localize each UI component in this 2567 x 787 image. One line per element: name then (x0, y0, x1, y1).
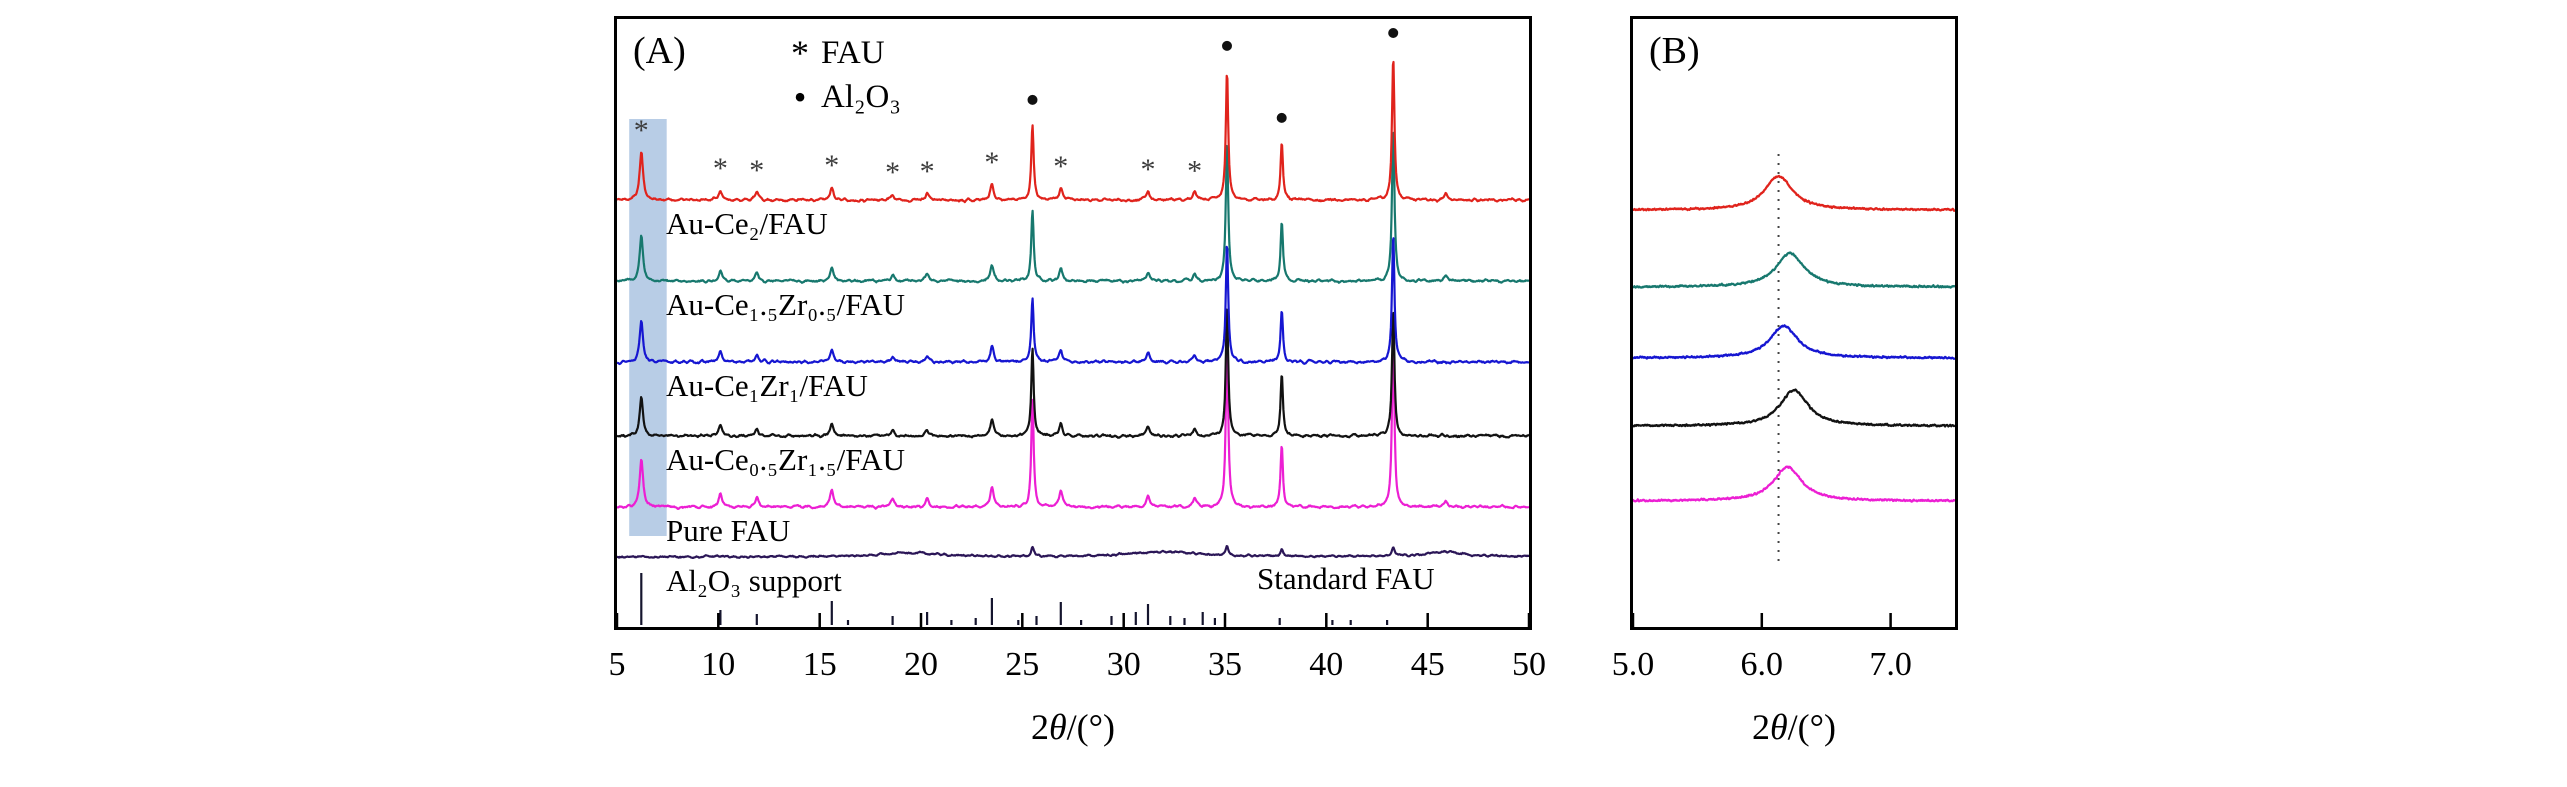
series-label-au-ce1zr1-fau: Au-Ce₁Zr₁/FAU (666, 368, 868, 403)
panel-b-label: (B) (1649, 30, 1700, 72)
panel-a-x-tick-labels: 5 10 15 20 25 30 35 40 45 50 (609, 646, 1547, 690)
alumina-marker-symbol: • (793, 77, 807, 117)
panel-b-plot: (B) (1630, 16, 1958, 630)
fau-peak-marker: * (634, 114, 649, 147)
x-tick-label: 20 (904, 646, 938, 683)
x-tick-label: 5.0 (1611, 646, 1655, 683)
fau-peak-marker: * (984, 146, 999, 179)
fau-peak-marker: * (824, 149, 839, 182)
series-label-au-ce2-fau: Au-Ce₂/FAU (666, 206, 828, 241)
panel-a-xaxis-title: 2θ/(°) (614, 706, 1532, 748)
fau-peak-marker: * (920, 155, 935, 188)
series-label-al2o3-support: Al₂O₃ support (666, 563, 842, 598)
series-label-au-ce15zr05-fau: Au-Ce₁.₅Zr₀.₅/FAU (666, 287, 905, 322)
alumina-peak-marker (1027, 94, 1038, 105)
fau-peak-marker: * (1187, 155, 1202, 188)
x-tick-label: 35 (1208, 646, 1242, 683)
legend-label-al2o3: Al₂O₃ (821, 78, 901, 115)
series-label-pure-fau: Pure FAU (666, 513, 791, 548)
fau-marker-symbol: * (791, 33, 809, 73)
fau-peak-marker: * (1141, 153, 1156, 186)
x-tick-label: 25 (1005, 646, 1040, 683)
xaxis-title-theta: θ (1048, 707, 1067, 747)
x-tick-label: 7.0 (1869, 646, 1912, 683)
xrd-curve-au-ce15zr05-fau (1633, 251, 1955, 289)
series-label-au-ce05zr15-fau: Au-Ce₀.₅Zr₁.₅/FAU (666, 442, 905, 477)
xrd-curve-au-ce05zr15-fau (617, 308, 1529, 439)
xrd-curve-au-ce2-fau (617, 60, 1529, 204)
x-tick-label: 50 (1512, 646, 1546, 683)
fau-peak-marker: * (749, 154, 764, 187)
xaxis-title-theta: θ (1769, 707, 1788, 747)
panel-b-xaxis-title: 2θ/(°) (1630, 706, 1958, 748)
x-tick-label: 40 (1309, 646, 1344, 683)
xaxis-title-deg: /(°) (1066, 707, 1116, 747)
xrd-curve-al2o3-support (617, 545, 1529, 559)
legend-label-fau: FAU (821, 34, 885, 71)
legend-item-al2o3: • Al₂O₃ (785, 75, 901, 119)
x-tick-label: 45 (1410, 646, 1445, 683)
xaxis-title-2: 2 (1030, 707, 1049, 747)
legend-item-fau: * FAU (785, 31, 901, 75)
panel-a-plot: * * * * * * * * * * Au-Ce₂/FAU Au-Ce₁.₅Zr₀.₅/FAU Au… (614, 16, 1532, 630)
xrd-curve-au-ce15zr05-fau (617, 131, 1529, 284)
panel-b-chart (1633, 154, 1955, 627)
x-tick-label: 30 (1106, 646, 1141, 683)
xrd-curve-au-ce05zr15-fau (1633, 388, 1955, 428)
x-tick-label: 10 (701, 646, 736, 683)
panel-b-x-tick-labels: 5.0 6.0 7.0 (1612, 646, 1955, 690)
xrd-curve-au-ce1zr1-fau (1633, 324, 1955, 360)
x-tick-label: 5 (608, 646, 626, 683)
xaxis-title-deg: /(°) (1787, 707, 1837, 747)
fau-highlight-band (629, 119, 667, 536)
alumina-peak-marker (1388, 28, 1399, 38)
panel-a-label: (A) (633, 30, 686, 72)
panel-a-series-labels: Au-Ce₂/FAU Au-Ce₁.₅Zr₀.₅/FAU Au-Ce₁Zr₁/FAU… (617, 19, 1529, 627)
x-tick-label: 15 (802, 646, 837, 683)
panel-a-legend: * FAU • Al₂O₃ (785, 31, 901, 119)
xrd-curve-pure-fau (1633, 465, 1955, 503)
series-label-standard-fau: Standard FAU (1257, 561, 1435, 596)
xrd-curve-au-ce2-fau (1633, 174, 1955, 212)
fau-peak-marker: * (1053, 150, 1068, 183)
panel-a-chart: * * * * * * * * * * (617, 28, 1529, 627)
x-tick-label: 6.0 (1740, 646, 1784, 683)
fau-peak-marker: * (713, 152, 728, 185)
alumina-peak-marker (1276, 112, 1287, 123)
xaxis-title-2: 2 (1751, 707, 1770, 747)
alumina-peak-marker (1222, 40, 1232, 51)
xrd-curve-au-ce1zr1-fau (617, 237, 1529, 366)
xrd-curve-pure-fau (617, 341, 1529, 510)
fau-peak-marker: * (885, 156, 900, 189)
